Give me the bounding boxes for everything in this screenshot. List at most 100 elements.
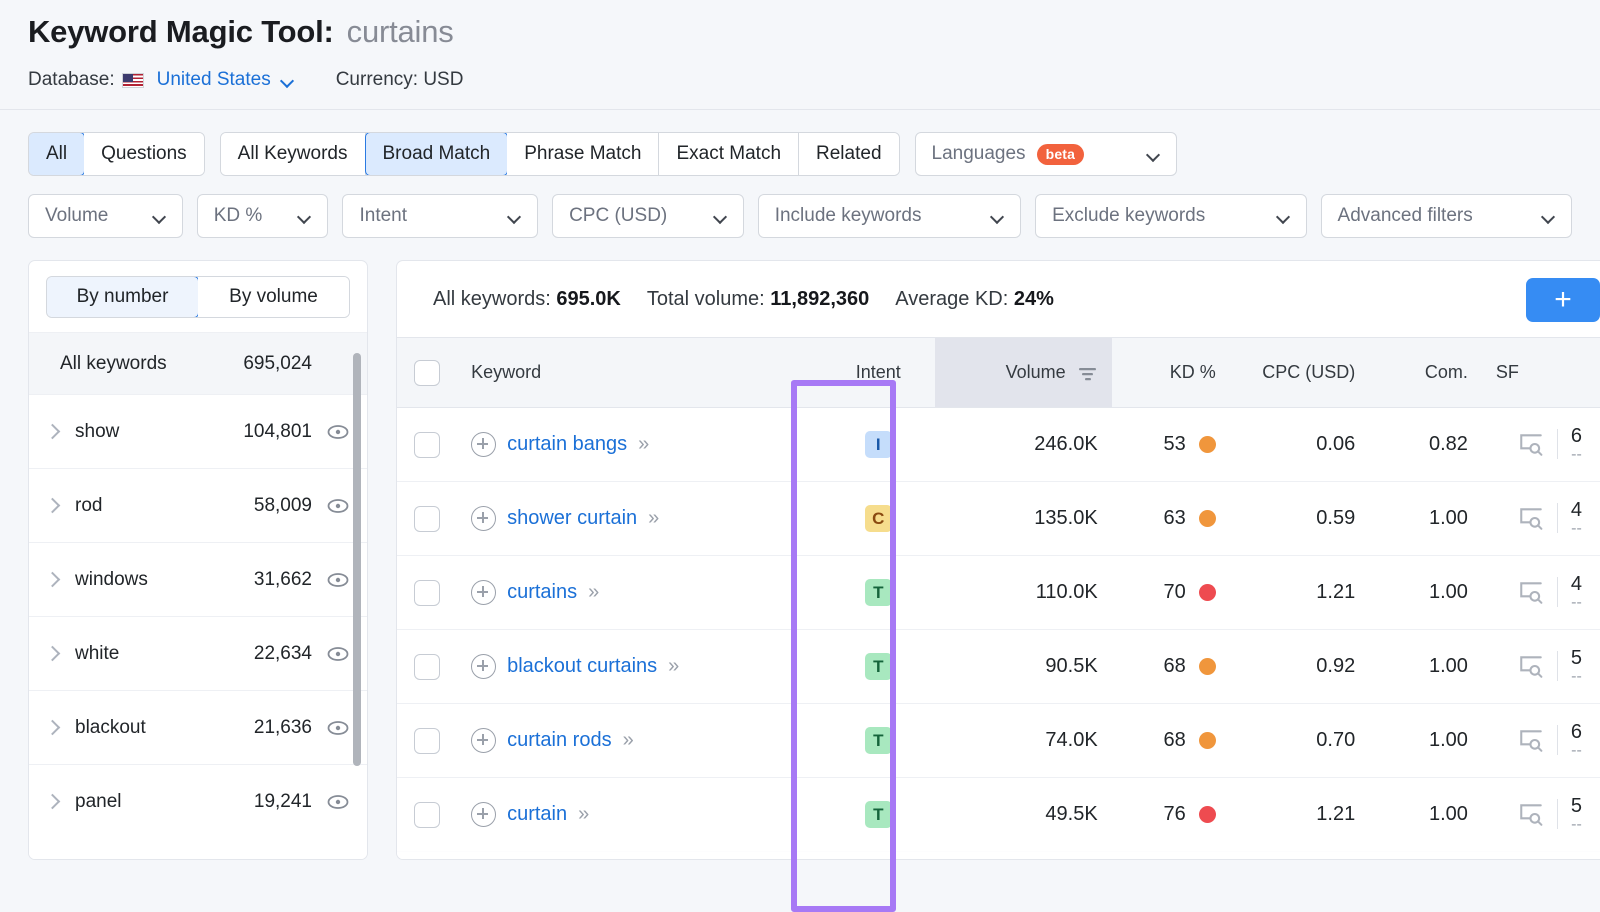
- row-checkbox[interactable]: [414, 653, 441, 680]
- column-header-cpc[interactable]: CPC (USD): [1229, 337, 1370, 408]
- chevron-right-icon[interactable]: [43, 495, 65, 517]
- tab-all[interactable]: All: [28, 133, 86, 175]
- tab-phrase-match[interactable]: Phrase Match: [507, 133, 660, 175]
- column-header-sf[interactable]: SF: [1481, 337, 1600, 408]
- keyword-link[interactable]: blackout curtains: [507, 655, 658, 677]
- sidebar-item-windows[interactable]: windows 31,662: [29, 542, 367, 616]
- chevron-right-icon[interactable]: [43, 643, 65, 665]
- page-header: Keyword Magic Tool: curtains Database: U…: [0, 0, 1600, 109]
- intent-filter[interactable]: Intent: [342, 194, 539, 238]
- serp-feature-image-icon[interactable]: [1518, 431, 1544, 457]
- tab-questions[interactable]: Questions: [84, 133, 204, 175]
- keyword-link[interactable]: curtain: [507, 803, 568, 825]
- eye-icon[interactable]: [326, 494, 350, 518]
- double-chevron-right-icon[interactable]: »: [578, 803, 589, 825]
- add-keyword-icon[interactable]: [471, 432, 497, 457]
- double-chevron-right-icon[interactable]: »: [648, 507, 659, 529]
- sidebar-item-panel[interactable]: panel 19,241: [29, 764, 367, 838]
- chevron-down-icon: [153, 210, 166, 223]
- eye-icon[interactable]: [326, 716, 350, 740]
- eye-icon[interactable]: [326, 642, 350, 666]
- double-chevron-right-icon[interactable]: »: [622, 729, 634, 751]
- double-chevron-right-icon[interactable]: »: [588, 581, 599, 603]
- add-keyword-icon[interactable]: [471, 802, 497, 827]
- volume-filter[interactable]: Volume: [28, 194, 183, 238]
- kd-cell: 68: [1111, 703, 1230, 778]
- add-keyword-icon[interactable]: [471, 728, 497, 753]
- cpc-cell: 1.21: [1229, 555, 1370, 630]
- row-checkbox[interactable]: [414, 801, 441, 828]
- sort-descending-icon[interactable]: [1078, 367, 1098, 381]
- summary-all-keywords-value: 695.0K: [556, 287, 621, 310]
- include-keywords-filter[interactable]: Include keywords: [757, 194, 1022, 238]
- row-checkbox[interactable]: [414, 431, 441, 458]
- sidebar-item-show[interactable]: show 104,801: [29, 394, 367, 468]
- chevron-right-icon[interactable]: [43, 569, 65, 591]
- keyword-groups-sidebar: By number By volume All keywords 695,024…: [28, 260, 368, 860]
- intent-cell: T: [821, 703, 935, 778]
- sidebar-toggle-by-number[interactable]: By number: [47, 277, 199, 317]
- serp-feature-image-icon[interactable]: [1518, 801, 1544, 827]
- keyword-link[interactable]: curtain bangs: [507, 433, 628, 455]
- eye-icon[interactable]: [326, 568, 350, 592]
- column-header-keyword[interactable]: Keyword: [457, 337, 822, 408]
- eye-icon[interactable]: [326, 420, 350, 444]
- serp-feature-image-icon[interactable]: [1518, 579, 1544, 605]
- add-keyword-icon[interactable]: [471, 506, 497, 531]
- exclude-keywords-filter[interactable]: Exclude keywords: [1035, 194, 1307, 238]
- cpc-filter[interactable]: CPC (USD): [552, 194, 744, 238]
- database-selector[interactable]: United States: [156, 69, 271, 90]
- add-to-list-button[interactable]: +: [1526, 278, 1600, 322]
- column-header-com[interactable]: Com.: [1369, 337, 1482, 408]
- chevron-right-icon[interactable]: [43, 791, 65, 813]
- advanced-filters[interactable]: Advanced filters: [1320, 194, 1573, 238]
- add-keyword-icon[interactable]: [471, 580, 497, 605]
- column-header-intent[interactable]: Intent: [821, 337, 935, 408]
- keyword-link[interactable]: shower curtain: [507, 507, 638, 529]
- table-row[interactable]: shower curtain » C 135.0K 63 0.59 1.00: [397, 481, 1600, 556]
- serp-feature-image-icon[interactable]: [1518, 505, 1544, 531]
- table-row[interactable]: curtain » T 49.5K 76 1.21 1.00: [397, 777, 1600, 852]
- sidebar-item-count: 19,241: [253, 790, 312, 812]
- sidebar-toggle-by-volume[interactable]: By volume: [198, 277, 349, 317]
- tab-all-keywords[interactable]: All Keywords: [220, 133, 366, 175]
- add-keyword-icon[interactable]: [471, 654, 497, 679]
- table-row[interactable]: curtains » T 110.0K 70 1.21 1.00: [397, 555, 1600, 630]
- double-chevron-right-icon[interactable]: »: [638, 433, 649, 455]
- tab-broad-match[interactable]: Broad Match: [364, 133, 509, 175]
- us-flag-icon: [121, 73, 144, 88]
- keyword-cell: curtains »: [457, 555, 822, 630]
- sidebar-item-white[interactable]: white 22,634: [29, 616, 367, 690]
- select-all-checkbox[interactable]: [414, 359, 441, 386]
- row-checkbox[interactable]: [414, 727, 441, 754]
- table-row[interactable]: curtain rods » T 74.0K 68 0.70 1.00: [397, 703, 1600, 778]
- tab-exact-match[interactable]: Exact Match: [659, 133, 800, 175]
- sf-sub: --: [1571, 445, 1582, 463]
- eye-icon[interactable]: [326, 790, 350, 814]
- kd-difficulty-dot: [1198, 658, 1216, 675]
- keyword-link[interactable]: curtains: [507, 581, 578, 603]
- kd-value: 76: [1163, 803, 1186, 825]
- tab-related[interactable]: Related: [799, 133, 899, 175]
- double-chevron-right-icon[interactable]: »: [668, 655, 679, 677]
- row-checkbox[interactable]: [414, 505, 441, 532]
- sf-count: 5: [1570, 794, 1583, 817]
- sidebar-item-rod[interactable]: rod 58,009: [29, 468, 367, 542]
- column-header-kd[interactable]: KD %: [1111, 337, 1230, 408]
- chevron-down-icon[interactable]: [281, 74, 294, 87]
- keyword-link[interactable]: curtain rods: [507, 729, 612, 751]
- table-row[interactable]: blackout curtains » T 90.5K 68 0.92 1.00: [397, 629, 1600, 704]
- serp-feature-image-icon[interactable]: [1518, 653, 1544, 679]
- kd-filter[interactable]: KD %: [196, 194, 329, 238]
- chevron-right-icon[interactable]: [43, 421, 65, 443]
- sidebar-scrollbar[interactable]: [353, 353, 361, 766]
- row-checkbox[interactable]: [414, 579, 441, 606]
- column-header-volume[interactable]: Volume: [934, 337, 1112, 408]
- serp-feature-image-icon[interactable]: [1518, 727, 1544, 753]
- chevron-right-icon[interactable]: [43, 717, 65, 739]
- table-row[interactable]: curtain bangs » I 246.0K 53 0.06 0.82: [397, 407, 1600, 482]
- sidebar-item-all-keywords[interactable]: All keywords 695,024: [29, 332, 367, 394]
- sidebar-item-blackout[interactable]: blackout 21,636: [29, 690, 367, 764]
- languages-dropdown[interactable]: Languages beta: [914, 132, 1177, 176]
- sf-divider: [1556, 503, 1558, 534]
